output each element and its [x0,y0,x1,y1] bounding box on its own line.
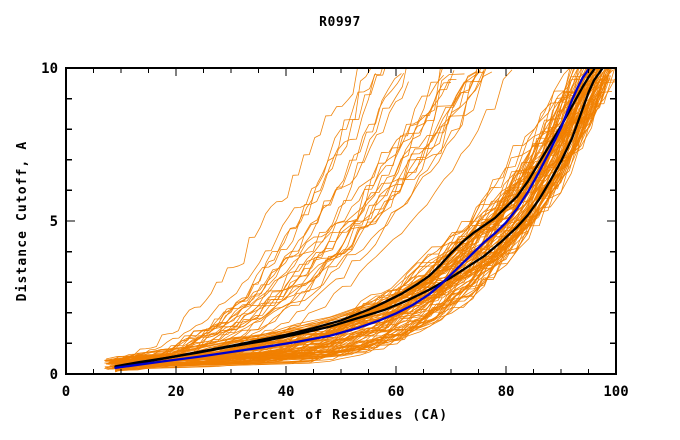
x-axis-label: Percent of Residues (CA) [234,408,448,423]
ensemble-curves-layer [104,68,616,373]
x-tick-label: 100 [603,384,628,400]
x-tick-label: 20 [168,384,185,400]
x-tick-label: 60 [388,384,405,400]
series-curve-blue-highlight [114,68,590,370]
y-tick-label: 5 [50,214,58,230]
ensemble-curve-outlier [121,69,513,369]
series-curve-black-lower [114,68,604,368]
y-tick-label: 0 [50,367,58,383]
y-axis-label: Distance Cutoff, A [15,141,30,302]
ensemble-curve-core [115,68,601,368]
ensemble-curve-outlier [106,68,358,364]
ensemble-curve [111,68,593,365]
axis-tick-labels: 0 20 40 60 80 100 0 5 10 [41,61,629,400]
ensemble-curve [119,68,583,367]
axis-ticks [65,67,617,375]
ensemble-curve-core [115,68,583,367]
ensemble-curve-outlier [122,68,482,366]
y-tick-label: 10 [41,61,58,77]
ensemble-curve-outlier [108,73,376,361]
x-tick-label: 40 [278,384,295,400]
x-tick-label: 0 [62,384,70,400]
x-tick-label: 80 [498,384,515,400]
page-title: R0997 [319,15,361,30]
ensemble-curve [110,68,611,368]
ensemble-curve [117,73,607,369]
reference-curves-layer [114,68,604,370]
ensemble-curve-outlier [117,73,465,366]
